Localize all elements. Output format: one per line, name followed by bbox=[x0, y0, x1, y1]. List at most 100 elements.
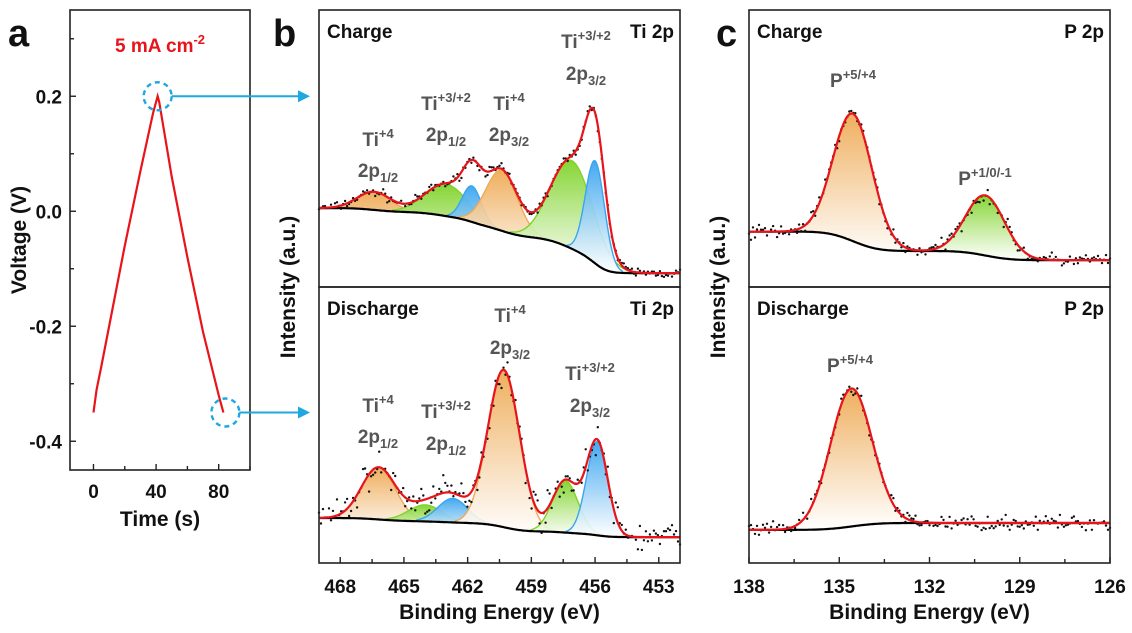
data-point bbox=[1072, 515, 1076, 518]
data-point bbox=[1042, 255, 1046, 259]
data-point bbox=[777, 523, 781, 527]
data-point bbox=[408, 496, 411, 499]
data-point bbox=[890, 494, 893, 497]
data-point bbox=[662, 530, 666, 533]
data-point bbox=[1092, 256, 1096, 259]
x-tick-label: 468 bbox=[324, 577, 356, 598]
data-point bbox=[662, 275, 666, 279]
data-point bbox=[650, 539, 654, 542]
data-point bbox=[434, 497, 437, 500]
data-point bbox=[468, 499, 471, 502]
data-point bbox=[430, 501, 433, 504]
superscript: +5/+4 bbox=[843, 67, 877, 82]
data-point bbox=[1064, 524, 1068, 527]
x-tick-label: 80 bbox=[208, 482, 229, 503]
data-point bbox=[763, 526, 767, 529]
data-point bbox=[532, 490, 535, 493]
data-point bbox=[530, 212, 533, 216]
data-point bbox=[630, 267, 634, 270]
data-point bbox=[670, 275, 674, 278]
data-point bbox=[1026, 257, 1030, 260]
data-point bbox=[767, 531, 771, 534]
superscript: +5/+4 bbox=[840, 352, 874, 367]
data-point bbox=[388, 200, 391, 203]
data-point bbox=[1052, 519, 1056, 522]
data-point bbox=[1068, 255, 1072, 258]
data-point bbox=[644, 273, 648, 276]
data-point bbox=[1054, 255, 1058, 259]
data-point bbox=[660, 274, 664, 278]
x-tick-label: 40 bbox=[146, 482, 167, 503]
data-point bbox=[654, 274, 658, 277]
data-point bbox=[414, 509, 417, 512]
data-point bbox=[860, 394, 863, 397]
data-point bbox=[972, 518, 975, 521]
data-point bbox=[1074, 257, 1078, 260]
data-point bbox=[380, 471, 383, 474]
data-point bbox=[1016, 249, 1019, 252]
panel-letter-a: a bbox=[8, 13, 30, 55]
data-point bbox=[374, 194, 377, 198]
data-point bbox=[1008, 225, 1011, 229]
data-point bbox=[656, 273, 660, 277]
data-point bbox=[476, 488, 479, 492]
data-point bbox=[594, 454, 597, 457]
core-level-label: Ti 2p bbox=[630, 299, 674, 320]
data-point bbox=[970, 211, 973, 214]
data-point bbox=[498, 383, 501, 386]
subscript: 1/2 bbox=[448, 443, 466, 458]
axes-frame-a bbox=[69, 9, 251, 471]
data-point bbox=[460, 176, 463, 180]
data-point bbox=[930, 246, 933, 249]
superscript: +3/+2 bbox=[582, 360, 615, 375]
data-point bbox=[546, 489, 549, 492]
data-point bbox=[412, 495, 415, 498]
data-point bbox=[755, 524, 759, 528]
data-point bbox=[648, 533, 652, 536]
data-point bbox=[363, 467, 367, 470]
data-point bbox=[771, 224, 775, 228]
data-point bbox=[400, 199, 403, 202]
data-point bbox=[428, 185, 431, 189]
data-point bbox=[912, 517, 915, 521]
data-point bbox=[335, 498, 339, 501]
data-point bbox=[775, 525, 779, 529]
fit-envelope bbox=[749, 387, 1110, 531]
superscript: +4 bbox=[379, 392, 395, 407]
data-point bbox=[1002, 225, 1005, 229]
data-point bbox=[369, 475, 373, 478]
data-point bbox=[502, 366, 505, 369]
x-tick-label: 453 bbox=[643, 577, 675, 598]
data-point bbox=[1004, 513, 1007, 517]
data-point bbox=[801, 223, 805, 226]
data-point bbox=[990, 524, 993, 528]
data-point bbox=[916, 523, 919, 526]
data-point bbox=[992, 527, 995, 530]
data-point bbox=[414, 193, 417, 197]
x-tick-label: 126 bbox=[1094, 577, 1126, 598]
data-point bbox=[970, 515, 973, 518]
peak-orbital-label: 2p3/2 bbox=[566, 64, 606, 88]
peak-label: Ti+4 bbox=[362, 126, 394, 151]
data-point bbox=[1050, 517, 1054, 520]
data-point bbox=[962, 517, 965, 520]
superscript: -2 bbox=[193, 32, 205, 47]
subscript: 1/2 bbox=[448, 134, 466, 149]
y-axis-label: Intensity (a.u.) bbox=[707, 216, 730, 358]
data-point bbox=[765, 522, 769, 525]
data-point bbox=[386, 201, 389, 204]
data-point bbox=[804, 229, 807, 232]
current-density-label: 5 mA cm-2 bbox=[115, 32, 205, 57]
data-point bbox=[460, 482, 463, 485]
subscript: 1/2 bbox=[380, 170, 398, 185]
data-point bbox=[606, 465, 609, 468]
data-point bbox=[568, 477, 571, 480]
peak-component-green bbox=[319, 184, 680, 274]
peak-orbital-label: 2p3/2 bbox=[489, 125, 529, 149]
peak-component-blue bbox=[319, 441, 680, 538]
data-point bbox=[329, 519, 333, 522]
fit-envelope bbox=[318, 106, 680, 275]
peak-label: Ti+4 bbox=[494, 302, 526, 327]
x-tick-label: 132 bbox=[914, 577, 946, 598]
